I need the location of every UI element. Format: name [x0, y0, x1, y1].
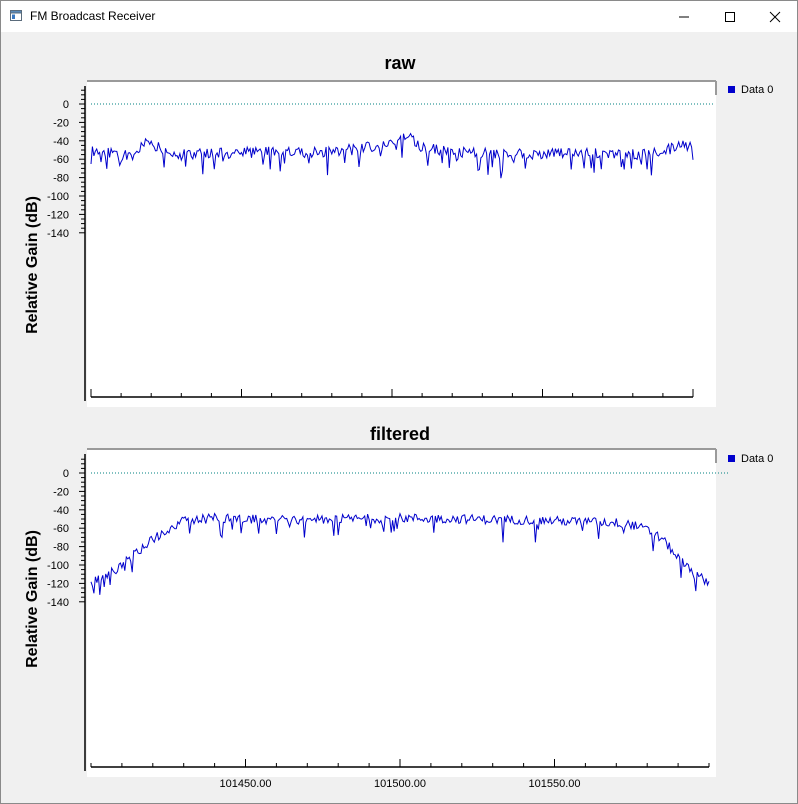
y-tick-label: -80	[53, 173, 69, 185]
close-button[interactable]	[751, 1, 797, 32]
y-tick-label: -100	[47, 560, 69, 572]
x-tick-label: 101450.00	[220, 778, 272, 789]
y-tick-label: -140	[47, 597, 69, 609]
app-icon	[10, 10, 22, 21]
plot-area	[87, 449, 716, 777]
maximize-button[interactable]	[706, 1, 752, 32]
y-tick-label: -80	[53, 542, 69, 554]
y-axis-title: Relative Gain (dB)	[24, 196, 41, 334]
minimize-icon	[679, 16, 689, 18]
title-bar[interactable]: FM Broadcast Receiver	[1, 1, 797, 32]
y-tick-label: -20	[53, 486, 69, 498]
window-title: FM Broadcast Receiver	[30, 9, 156, 23]
y-tick-label: 0	[63, 99, 69, 111]
maximize-icon	[725, 12, 735, 22]
y-tick-label: -120	[47, 578, 69, 590]
x-tick-label: 101550.00	[529, 778, 581, 789]
y-tick-label: -100	[47, 191, 69, 203]
plot-area	[87, 81, 716, 407]
filtered-spectrum-plot[interactable]: filtered 0 -20 -40 -60 -80 -100 -120 -140 Relativ…	[1, 409, 797, 789]
legend-label: Data 0	[741, 84, 773, 96]
y-axis-title: Relative Gain (dB)	[24, 530, 41, 668]
y-tick-label: -60	[53, 523, 69, 535]
close-icon	[769, 11, 781, 23]
y-tick-label: 0	[63, 468, 69, 480]
y-tick-label: -140	[47, 228, 69, 240]
y-tick-label: -20	[53, 117, 69, 129]
y-tick-label: -40	[53, 505, 69, 517]
x-tick-label: 101500.00	[374, 778, 426, 789]
series-line-data-0	[90, 132, 694, 179]
y-tick-label: -120	[47, 209, 69, 221]
legend-swatch	[728, 455, 735, 462]
chart-title: raw	[384, 53, 416, 73]
raw-spectrum-plot[interactable]: raw 0 -20 -40 -60 -80 -100 -120 -140 Relative Gai…	[1, 41, 797, 407]
series-line-data-0	[90, 512, 710, 595]
y-tick-label: -60	[53, 154, 69, 166]
chart-title: filtered	[370, 424, 430, 444]
minimize-button[interactable]	[660, 1, 706, 32]
legend-label: Data 0	[741, 453, 773, 465]
y-tick-label: -40	[53, 136, 69, 148]
legend-swatch	[728, 86, 735, 93]
